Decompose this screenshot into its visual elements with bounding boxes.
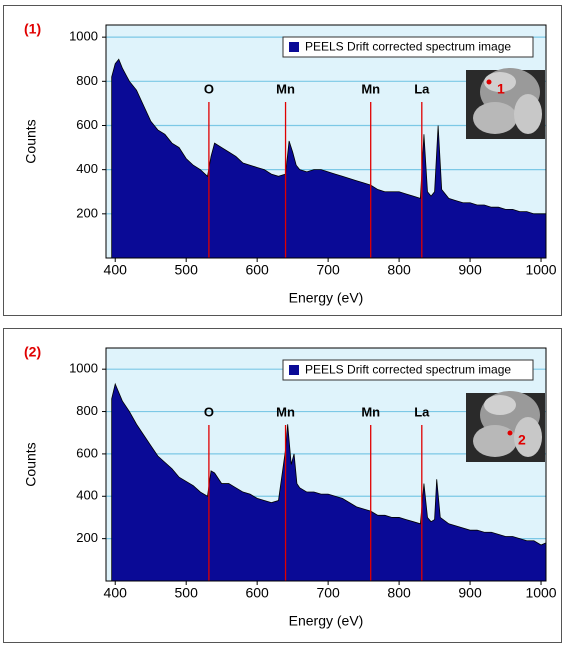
y-tick-label: 200	[76, 205, 98, 220]
x-tick-label: 1000	[525, 585, 556, 601]
y-axis-label: Counts	[23, 119, 39, 163]
legend-box	[282, 359, 534, 381]
edge-label: La	[414, 81, 430, 96]
y-tick-label: 400	[76, 161, 98, 176]
legend-swatch	[289, 42, 299, 52]
inset-grain	[514, 417, 542, 457]
y-tick-label: 800	[76, 73, 98, 88]
x-tick-label: 600	[245, 585, 269, 601]
legend-label: PEELS Drift corrected spectrum image	[305, 363, 511, 377]
inset-grain	[473, 102, 517, 134]
y-tick-label: 1000	[69, 29, 98, 44]
x-tick-label: 500	[175, 262, 199, 278]
edge-label: Mn	[276, 404, 295, 419]
x-tick-label: 500	[175, 585, 199, 601]
y-tick-label: 800	[76, 403, 98, 418]
y-tick-label: 600	[76, 117, 98, 132]
x-tick-label: 800	[387, 262, 411, 278]
legend-label: PEELS Drift corrected spectrum image	[305, 40, 511, 54]
x-tick-label: 700	[316, 585, 340, 601]
spectrum-area	[111, 382, 547, 582]
legend-swatch	[289, 365, 299, 375]
y-tick-label: 600	[76, 445, 98, 460]
x-tick-label: 400	[104, 262, 128, 278]
x-axis-label: Energy (eV)	[289, 613, 364, 629]
plot-frame	[105, 24, 547, 259]
x-tick-label: 400	[104, 585, 128, 601]
inset-grain	[473, 425, 517, 457]
edge-label: Mn	[276, 81, 295, 96]
panel-label: (2)	[24, 344, 41, 360]
panel-label: (1)	[24, 21, 41, 37]
legend-box	[282, 36, 534, 58]
x-axis-label: Energy (eV)	[289, 290, 364, 306]
y-tick-label: 1000	[69, 361, 98, 376]
inset-label: 1	[497, 81, 505, 97]
inset-point	[507, 430, 513, 436]
edge-label: O	[204, 81, 214, 96]
edge-label: La	[414, 404, 430, 419]
x-tick-label: 900	[458, 262, 482, 278]
inset-point	[486, 79, 492, 85]
spectrum-area	[111, 58, 547, 259]
x-tick-label: 900	[458, 585, 482, 601]
x-tick-label: 800	[387, 585, 411, 601]
edge-label: Mn	[361, 81, 380, 96]
inset-grain	[484, 395, 516, 415]
inset-grain	[514, 94, 542, 134]
edge-label: O	[204, 404, 214, 419]
y-tick-label: 200	[76, 530, 98, 545]
y-tick-label: 400	[76, 488, 98, 503]
inset-label: 2	[518, 432, 526, 448]
x-tick-label: 1000	[525, 262, 556, 278]
edge-label: Mn	[361, 404, 380, 419]
plot-frame	[105, 347, 547, 582]
inset-grain	[484, 72, 516, 92]
x-tick-label: 600	[245, 262, 269, 278]
y-axis-label: Counts	[23, 442, 39, 486]
x-tick-label: 700	[316, 262, 340, 278]
